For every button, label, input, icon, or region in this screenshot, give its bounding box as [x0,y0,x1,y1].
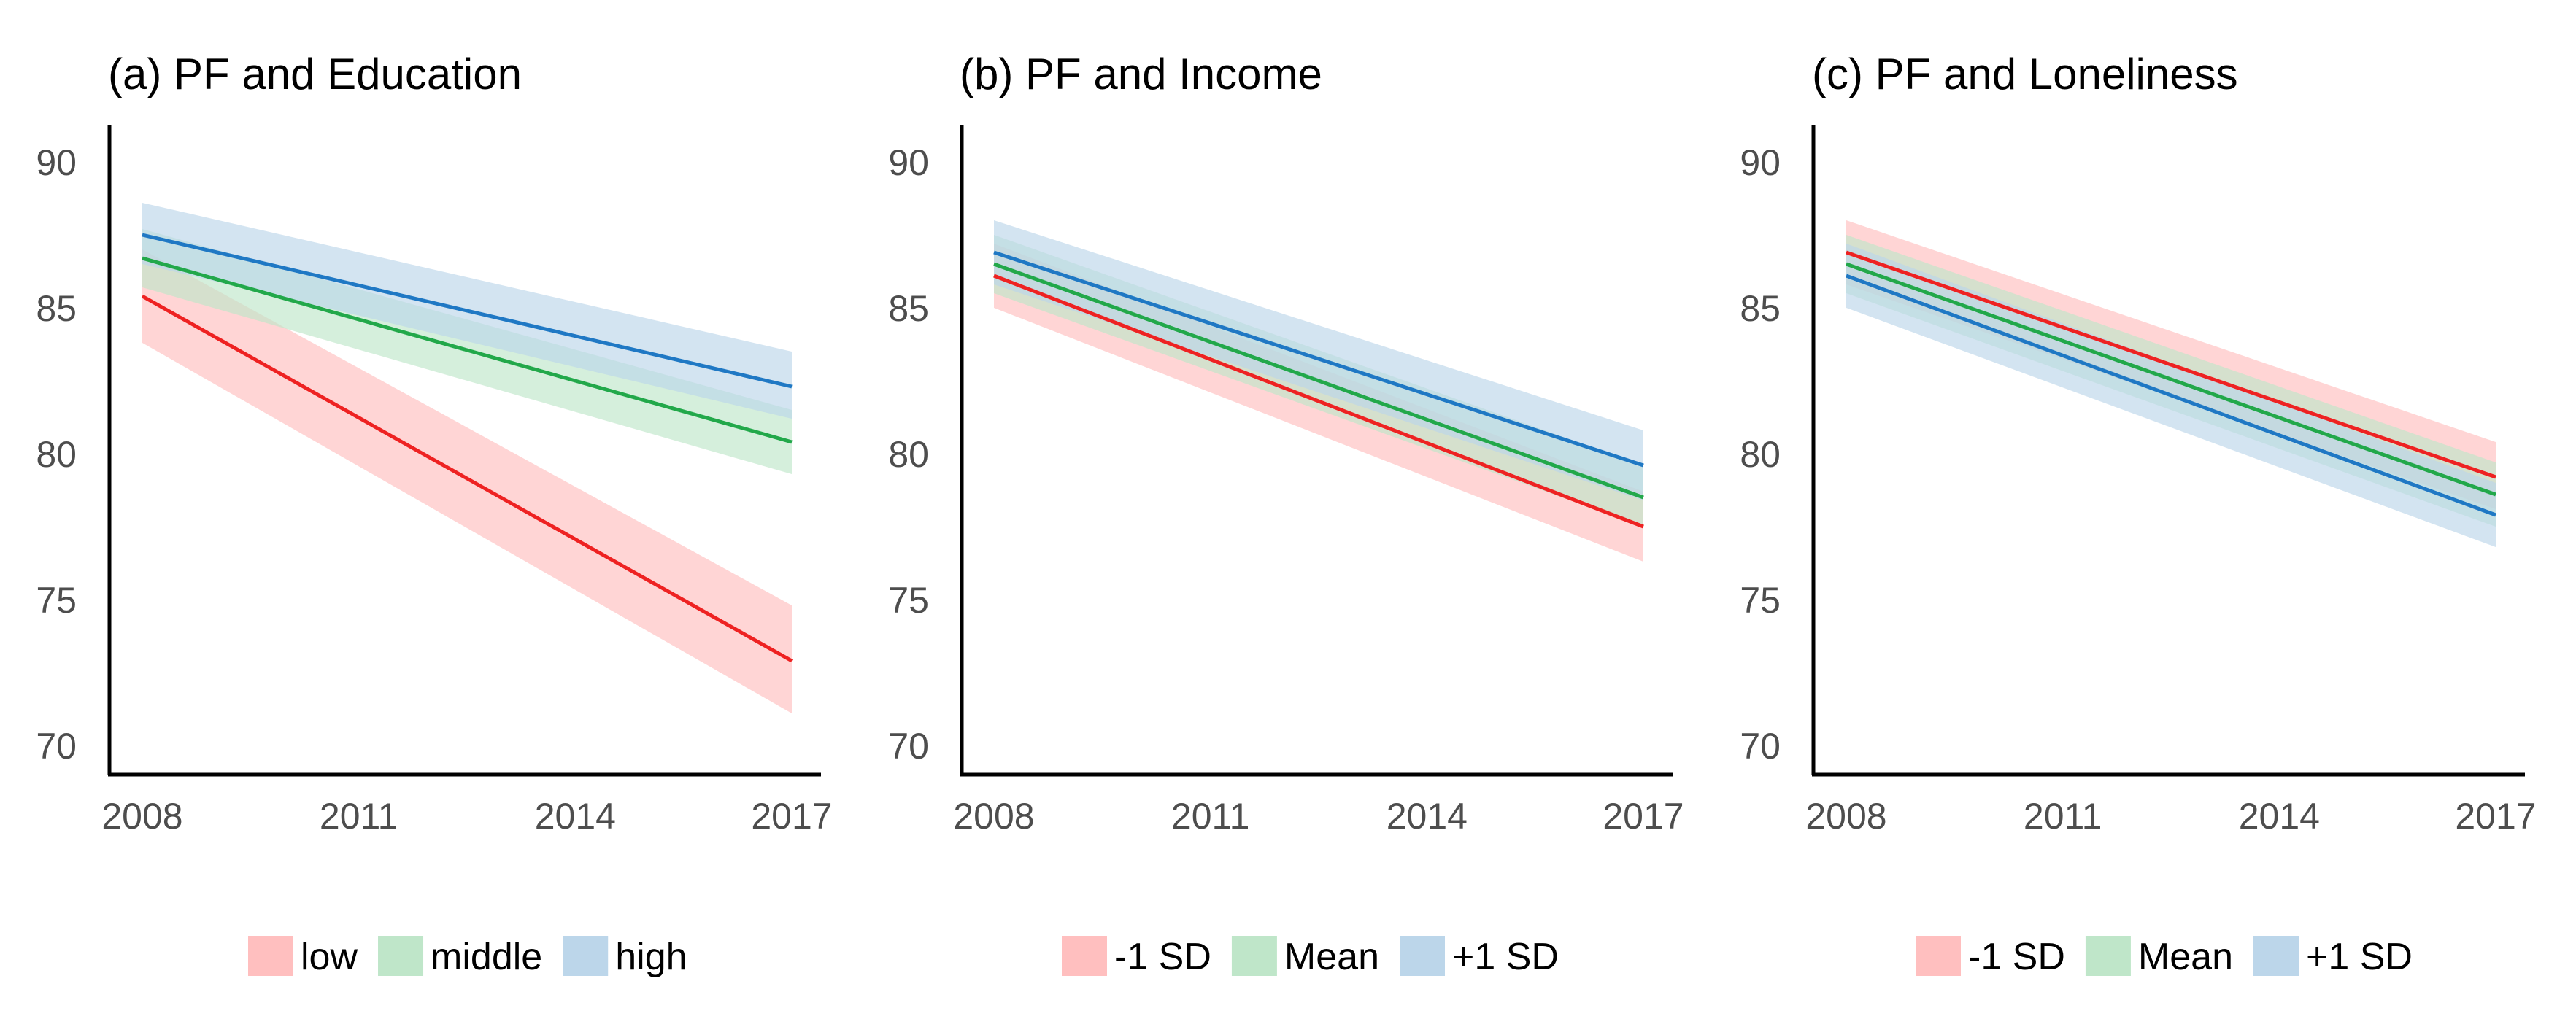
series-line-+1-sd [1846,274,2496,517]
y-tick-label: 85 [888,288,929,329]
y-tick-label: 70 [36,726,77,767]
legend-label: low [301,936,358,978]
y-tick-label: 90 [36,142,77,183]
y-tick-label: 90 [1740,142,1781,183]
legend-swatch [378,936,424,976]
y-tick-label: 85 [36,288,77,329]
x-tick-label: 2014 [535,796,616,837]
y-tick-label: 75 [36,580,77,621]
legend-label: high [615,936,687,978]
x-tick-label: 2008 [1805,796,1886,837]
y-tick-label: 75 [888,580,929,621]
x-tick-label: 2008 [101,796,182,837]
legend-swatch [1400,936,1445,976]
series-line-mean [1846,262,2496,497]
series-line-+1-sd [993,250,1644,468]
legend-swatch [1231,936,1277,976]
legend-swatch [248,936,293,976]
series-line-middle [142,256,793,444]
x-tick-label: 2011 [1171,796,1250,837]
legend-label: middle [431,936,542,978]
legend-label: +1 SD [2306,936,2413,978]
x-tick-label: 2014 [1387,796,1468,837]
legend-label: +1 SD [1452,936,1559,978]
y-tick-label: 80 [888,434,929,475]
y-tick-label: 80 [1740,434,1781,475]
legend-label: -1 SD [1114,936,1211,978]
legend-swatch [1062,936,1107,976]
series-line--1-sd [993,274,1644,529]
x-tick-label: 2011 [320,796,398,837]
legend-swatch [1916,936,1961,976]
x-tick-label: 2017 [2455,796,2536,837]
x-tick-label: 2017 [1603,796,1684,837]
series-line-low [141,294,793,663]
chart-title: (b) PF and Income [960,50,1322,98]
y-tick-label: 70 [888,726,929,767]
chart-title: (c) PF and Loneliness [1812,50,2238,98]
y-tick-label: 90 [888,142,929,183]
y-tick-label: 70 [1740,726,1781,767]
y-tick-label: 75 [1740,580,1781,621]
y-tick-label: 80 [36,434,77,475]
legend-swatch [563,936,609,976]
legend-label: Mean [2138,936,2233,978]
x-tick-label: 2008 [953,796,1034,837]
series-line-high [142,233,793,389]
legend-swatch [2253,936,2299,976]
legend-swatch [2085,936,2131,976]
x-tick-label: 2017 [751,796,832,837]
series-line-mean [993,262,1644,500]
legend-label: -1 SD [1968,936,2065,978]
x-tick-label: 2011 [2024,796,2102,837]
x-tick-label: 2014 [2239,796,2320,837]
confidence-band-low [142,249,792,713]
legend-label: Mean [1284,936,1379,978]
chart-title: (a) PF and Education [108,50,522,98]
y-tick-label: 85 [1740,288,1781,329]
series-line--1-sd [1846,250,2496,479]
